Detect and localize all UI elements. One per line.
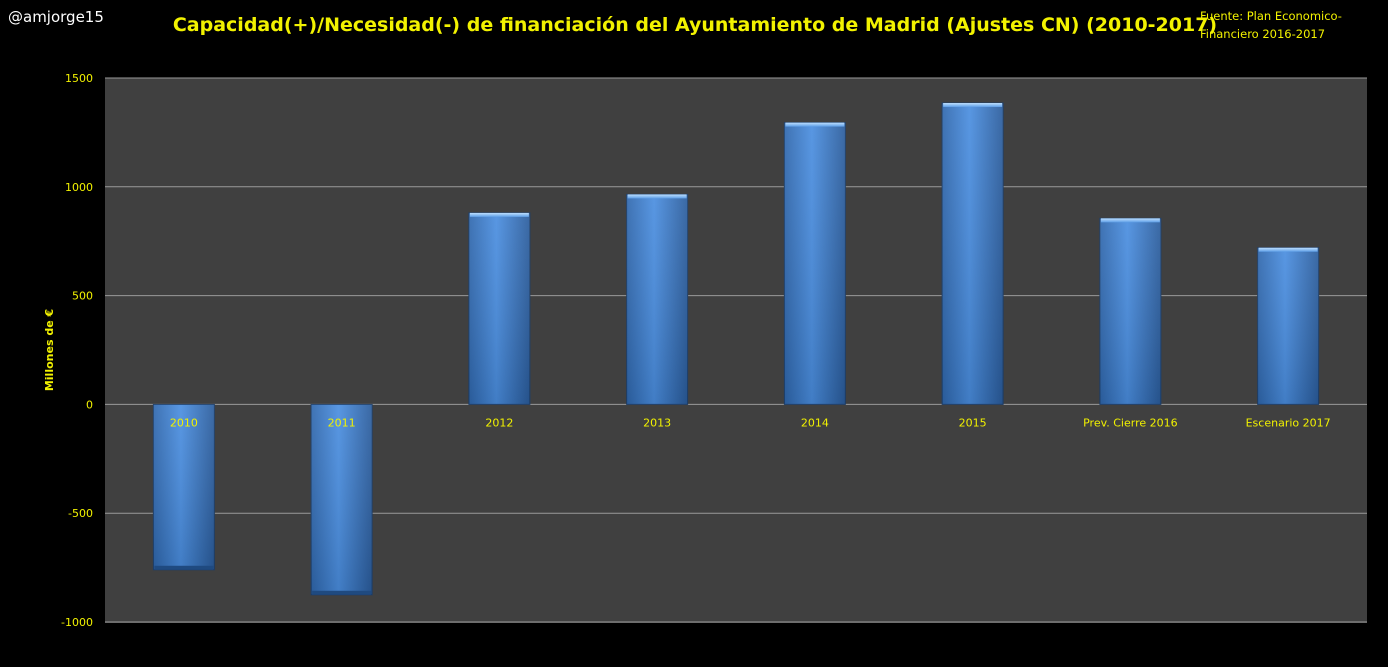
- bar-cap: [154, 565, 214, 570]
- bar-cap: [943, 103, 1003, 108]
- x-tick-label: 2012: [485, 416, 513, 429]
- x-tick-label: Escenario 2017: [1246, 416, 1331, 429]
- y-tick-label: 500: [72, 290, 93, 303]
- bar-cap: [1258, 247, 1318, 252]
- y-tick-label: -1000: [61, 616, 93, 629]
- bar-cap: [312, 590, 372, 595]
- bar-shade: [626, 194, 688, 405]
- bar-shade: [942, 103, 1004, 405]
- source-line-2: Financiero 2016-2017: [1200, 27, 1326, 41]
- bar-cap: [1100, 218, 1160, 223]
- x-tick-label: 2010: [170, 416, 198, 429]
- x-tick-label: 2015: [959, 416, 987, 429]
- chart-title: Capacidad(+)/Necesidad(-) de financiació…: [172, 14, 1218, 36]
- y-tick-label: 0: [86, 398, 93, 411]
- bar-cap: [627, 194, 687, 199]
- bar-shade: [1257, 247, 1319, 405]
- x-tick-label: 2011: [328, 416, 356, 429]
- bar-shade: [153, 404, 215, 570]
- bar-shade: [1099, 218, 1161, 405]
- bar-cap: [785, 122, 845, 127]
- plot-area: [105, 78, 1367, 623]
- bar-shade: [468, 212, 530, 405]
- source-note: Fuente: Plan Economico- Financiero 2016-…: [1200, 7, 1385, 43]
- bar-cap: [469, 212, 529, 217]
- y-tick-label: -500: [68, 507, 93, 520]
- x-tick-label: 2014: [801, 416, 829, 429]
- source-line-1: Fuente: Plan Economico-: [1200, 9, 1342, 23]
- x-tick-label: 2013: [643, 416, 671, 429]
- author-handle: @amjorge15: [8, 8, 104, 26]
- y-axis-label: Millones de €: [43, 309, 56, 391]
- bar-shade: [784, 122, 846, 405]
- bar-shade: [311, 404, 373, 595]
- x-tick-label: Prev. Cierre 2016: [1083, 416, 1178, 429]
- y-tick-label: 1000: [65, 181, 93, 194]
- y-tick-label: 1500: [65, 72, 93, 85]
